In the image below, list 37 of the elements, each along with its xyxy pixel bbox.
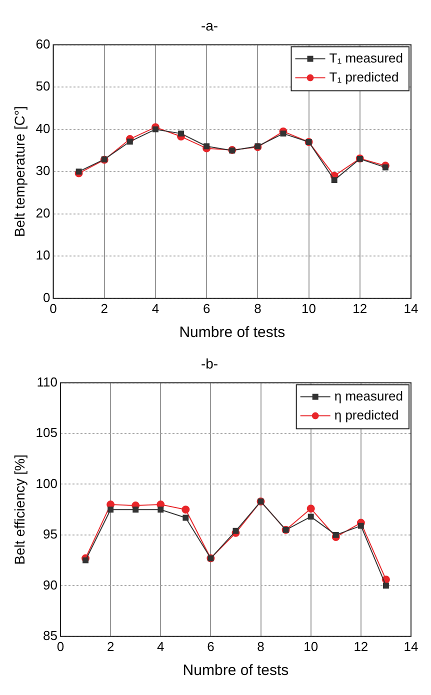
y-tick-label: 90 — [43, 577, 58, 592]
chart-title: -a- — [200, 17, 218, 34]
y-tick-label: 95 — [43, 526, 58, 542]
x-tick-label: 6 — [202, 300, 210, 316]
y-tick-label: 20 — [36, 205, 50, 220]
y-tick-label: 10 — [36, 248, 50, 263]
x-tick-label: 14 — [404, 638, 418, 654]
legend-label: T₁ measured — [329, 50, 404, 66]
x-tick-label: 2 — [106, 638, 114, 654]
legend-label: η predicted — [334, 407, 399, 422]
x-tick-label: 8 — [254, 300, 262, 316]
x-tick-label: 10 — [304, 638, 318, 654]
x-tick-label: 10 — [302, 300, 316, 316]
y-tick-label: 85 — [43, 628, 58, 643]
x-tick-label: 4 — [157, 638, 164, 654]
x-tick-label: 12 — [352, 300, 368, 316]
y-axis-title: Belt temperature [C°] — [11, 106, 28, 238]
x-tick-label: 14 — [404, 300, 418, 316]
y-tick-label: 30 — [36, 163, 50, 178]
x-tick-label: 2 — [100, 300, 108, 316]
y-tick-label: 110 — [36, 374, 58, 390]
y-tick-label: 105 — [36, 425, 58, 440]
y-tick-label: 40 — [36, 120, 50, 136]
x-tick-label: 8 — [257, 638, 264, 654]
chart-title: -b- — [200, 355, 218, 372]
y-tick-label: 60 — [36, 36, 50, 52]
x-axis-title: Numbre of tests — [182, 662, 289, 680]
y-tick-label: 0 — [43, 290, 50, 305]
x-tick-label: 12 — [354, 638, 368, 654]
legend-label: T₁ predicted — [329, 69, 399, 84]
x-tick-label: 4 — [152, 300, 160, 316]
y-axis-title: Belt efficiency [%] — [11, 454, 28, 565]
x-tick-label: 6 — [207, 638, 214, 654]
y-tick-label: 100 — [36, 476, 58, 491]
legend-label: η measured — [334, 388, 404, 404]
y-tick-label: 50 — [36, 78, 50, 94]
x-axis-title: Numbre of tests — [179, 324, 286, 342]
